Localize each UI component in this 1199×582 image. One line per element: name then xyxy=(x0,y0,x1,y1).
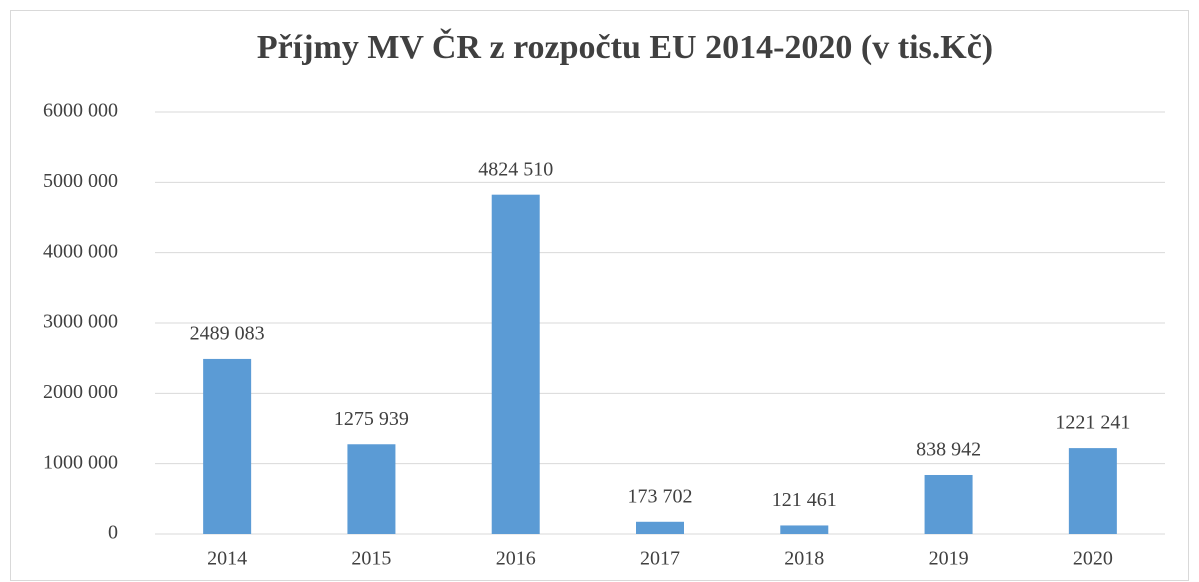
bar xyxy=(924,474,973,534)
y-tick-label: 6000 000 xyxy=(43,100,118,122)
bar xyxy=(636,521,684,534)
data-label: 1221 241 xyxy=(1055,412,1130,434)
bar xyxy=(780,525,829,534)
data-label: 1275 939 xyxy=(334,408,409,430)
y-tick-label: 4000 000 xyxy=(43,240,118,262)
y-tick-label: 1000 000 xyxy=(43,451,118,473)
x-tick-label: 2015 xyxy=(351,548,391,570)
x-tick-label: 2020 xyxy=(1073,548,1113,570)
data-label: 2489 083 xyxy=(190,323,265,345)
y-tick-label: 5000 000 xyxy=(43,170,118,192)
x-tick-label: 2016 xyxy=(496,548,536,570)
x-tick-label: 2017 xyxy=(640,548,680,570)
bar xyxy=(203,358,252,534)
data-label: 4824 510 xyxy=(478,158,553,180)
data-label: 121 461 xyxy=(772,489,837,511)
y-tick-label: 0 xyxy=(108,522,118,544)
data-label: 173 702 xyxy=(628,485,693,507)
data-label: 838 942 xyxy=(916,439,981,461)
x-tick-label: 2019 xyxy=(929,548,969,570)
y-tick-label: 3000 000 xyxy=(43,311,118,333)
x-tick-label: 2018 xyxy=(784,548,824,570)
bar xyxy=(1068,448,1117,534)
bar xyxy=(491,194,540,534)
chart-title: Příjmy MV ČR z rozpočtu EU 2014-2020 (v … xyxy=(257,28,993,66)
y-tick-label: 2000 000 xyxy=(43,381,118,403)
x-tick-label: 2014 xyxy=(207,548,247,570)
bar xyxy=(347,444,396,534)
chart-frame xyxy=(10,10,1189,581)
